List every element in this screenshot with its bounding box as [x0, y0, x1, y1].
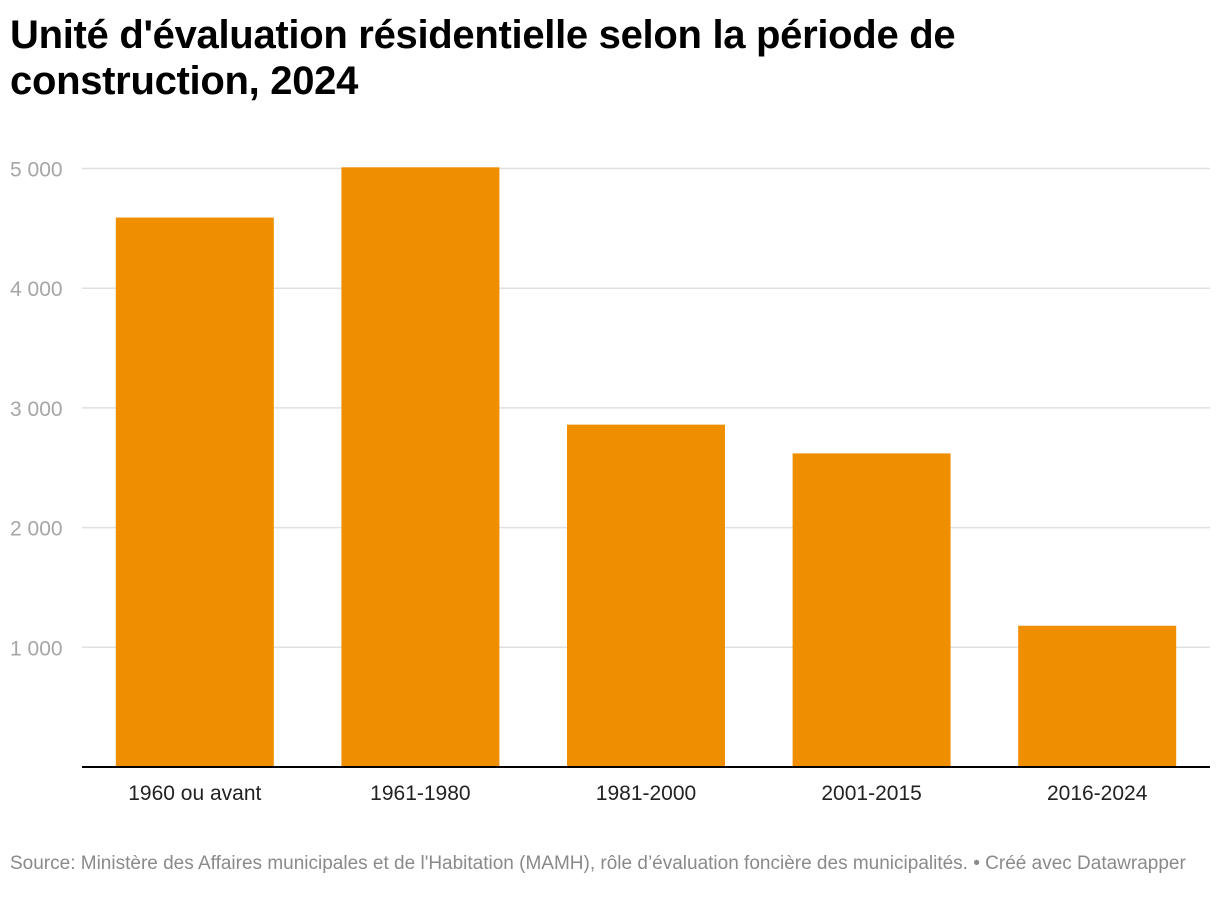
x-tick-label: 2016-2024 [1047, 782, 1148, 805]
bar [792, 453, 951, 767]
y-tick-label: 1 000 [10, 637, 63, 660]
source-note: Source: Ministère des Affaires municipal… [10, 853, 1186, 874]
chart-area: 1 000 2 000 3 000 4 000 5 000 1960 ou avant 19… [0, 140, 1220, 825]
y-tick-label: 5 000 [10, 159, 63, 182]
x-tick-label: 1981-2000 [596, 782, 696, 805]
x-tick-label: 2001-2015 [821, 782, 921, 805]
y-tick-label: 4 000 [10, 278, 63, 301]
bar [1018, 625, 1177, 767]
x-tick-label: 1961-1980 [370, 782, 470, 805]
bar [567, 424, 725, 767]
chart-title: Unité d'évaluation résidentielle selon l… [10, 13, 956, 103]
y-tick-label: 3 000 [10, 398, 63, 421]
bar [341, 167, 500, 768]
bar [115, 217, 274, 767]
bar-chart: 1 000 2 000 3 000 4 000 5 000 1960 ou avant 19… [10, 159, 1210, 805]
x-tick-label: 1960 ou avant [128, 782, 261, 805]
y-tick-label: 2 000 [10, 518, 63, 541]
